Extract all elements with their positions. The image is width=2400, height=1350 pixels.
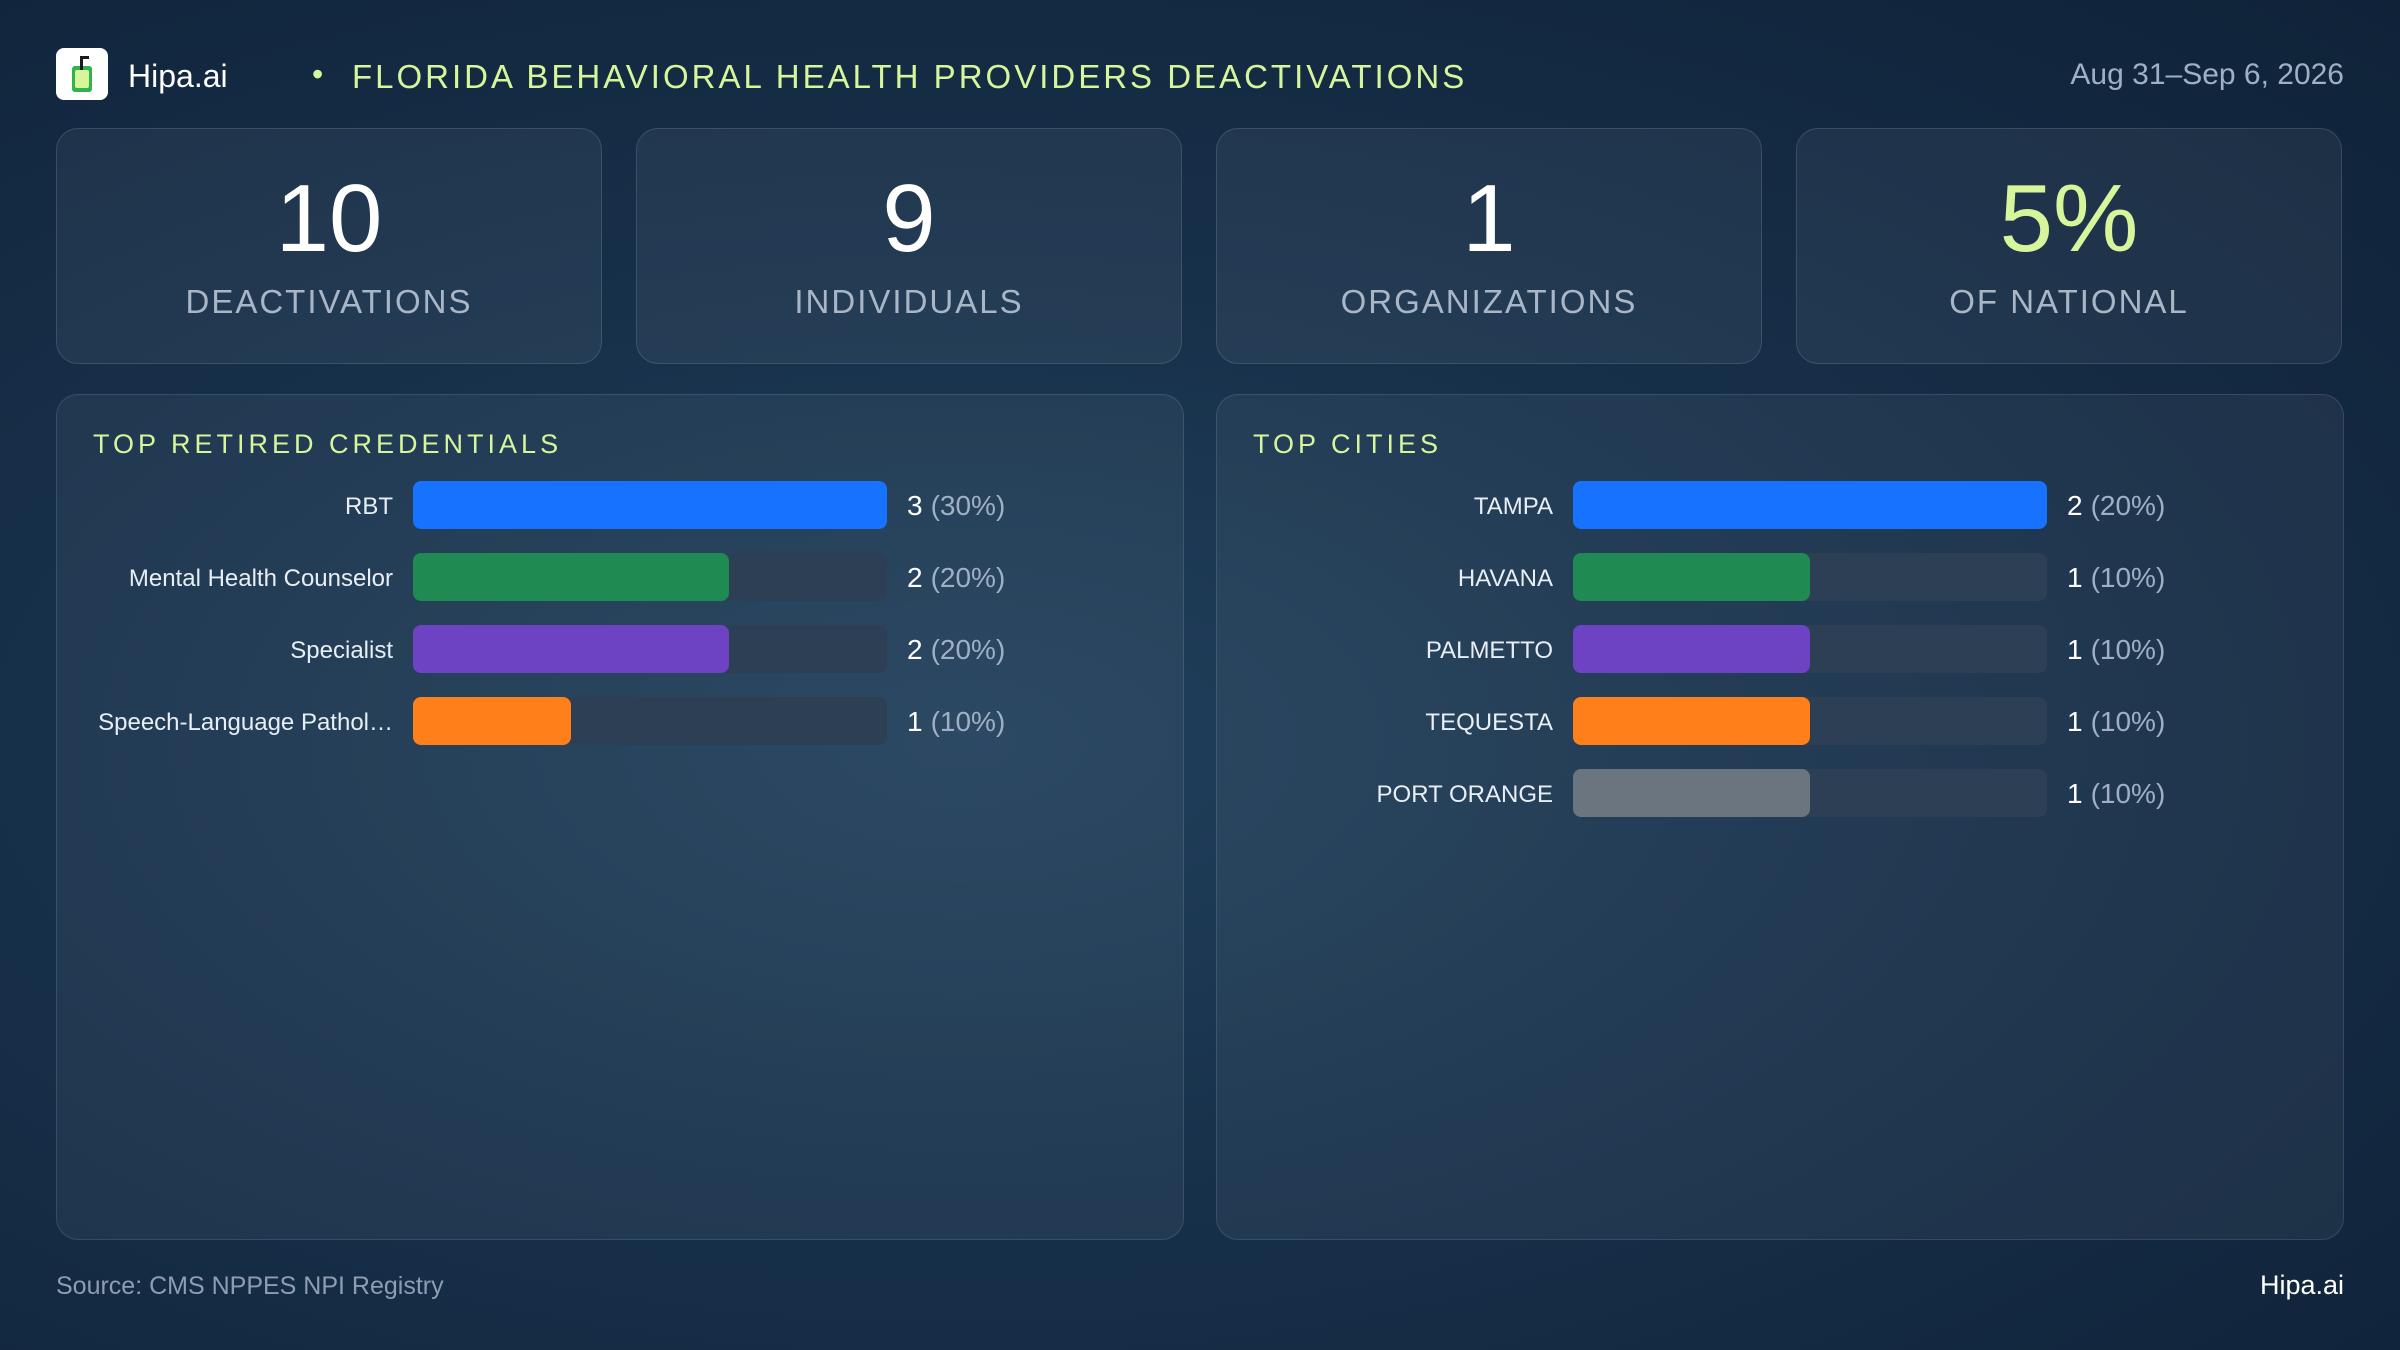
header: Hipa.ai • FLORIDA BEHAVIORAL HEALTH PROV… bbox=[56, 46, 2344, 102]
kpi-value: 9 bbox=[882, 165, 936, 272]
kpi-card-deactivations: 10 DEACTIVATIONS bbox=[56, 128, 602, 364]
category-label: Specialist bbox=[290, 637, 393, 664]
value-label: 2 (20%) bbox=[2067, 490, 2165, 521]
value-label: 1 (10%) bbox=[2067, 634, 2165, 665]
bar bbox=[413, 553, 729, 601]
bar bbox=[1573, 769, 1810, 817]
kpi-label: INDIVIDUALS bbox=[794, 283, 1024, 320]
panel-title: TOP CITIES bbox=[1253, 429, 1443, 459]
kpi-value: 10 bbox=[275, 165, 383, 272]
value-label: 1 (10%) bbox=[2067, 706, 2165, 737]
value-label: 2 (20%) bbox=[907, 562, 1005, 593]
title-separator: • bbox=[312, 56, 324, 92]
value-label: 1 (10%) bbox=[2067, 562, 2165, 593]
page-title: FLORIDA BEHAVIORAL HEALTH PROVIDERS DEAC… bbox=[352, 58, 1468, 95]
cities-bar-chart: TAMPA 2 (20%) HAVANA 1 (10%) PALMETTO 1 (10%) TEQ… bbox=[1377, 481, 2165, 817]
bar bbox=[413, 625, 729, 673]
bar bbox=[1573, 553, 1810, 601]
category-label: PALMETTO bbox=[1426, 637, 1553, 664]
drink-cup-icon bbox=[56, 48, 108, 100]
cities-panel: TOP CITIES TAMPA 2 (20%) HAVANA 1 (10%) PALMET… bbox=[1216, 394, 2344, 1240]
category-label: PORT ORANGE bbox=[1377, 781, 1553, 808]
bar bbox=[1573, 697, 1810, 745]
date-range: Aug 31–Sep 6, 2026 bbox=[2070, 58, 2344, 91]
panel-title: TOP RETIRED CREDENTIALS bbox=[93, 429, 563, 459]
kpi-label: DEACTIVATIONS bbox=[185, 283, 473, 320]
bar bbox=[1573, 481, 2047, 529]
bar bbox=[1573, 625, 1810, 673]
kpi-card-national-share: 5% OF NATIONAL bbox=[1796, 128, 2342, 364]
kpi-value: 5% bbox=[1999, 165, 2139, 272]
source-note: Source: CMS NPPES NPI Registry bbox=[56, 1272, 444, 1300]
credentials-bar-chart: RBT 3 (30%) Mental Health Counselor 2 (20%) Sp… bbox=[98, 481, 1005, 745]
kpi-card-individuals: 9 INDIVIDUALS bbox=[636, 128, 1182, 364]
category-label: TAMPA bbox=[1474, 493, 1553, 520]
kpi-card-organizations: 1 ORGANIZATIONS bbox=[1216, 128, 1762, 364]
value-label: 1 (10%) bbox=[2067, 778, 2165, 809]
value-label: 3 (30%) bbox=[907, 490, 1005, 521]
kpi-value: 1 bbox=[1462, 165, 1516, 272]
credentials-panel: TOP RETIRED CREDENTIALS RBT 3 (30%) Mental … bbox=[56, 394, 1184, 1240]
value-label: 1 (10%) bbox=[907, 706, 1005, 737]
bar bbox=[413, 697, 571, 745]
kpi-label: ORGANIZATIONS bbox=[1340, 283, 1638, 320]
category-label: Speech-Language Pathol… bbox=[98, 709, 393, 736]
category-label: RBT bbox=[345, 493, 393, 520]
kpi-label: OF NATIONAL bbox=[1949, 283, 2189, 320]
brand-name: Hipa.ai bbox=[128, 58, 228, 94]
footer-brand: Hipa.ai bbox=[2259, 1270, 2344, 1300]
category-label: HAVANA bbox=[1458, 565, 1553, 592]
category-label: TEQUESTA bbox=[1425, 709, 1553, 736]
category-label: Mental Health Counselor bbox=[129, 565, 393, 592]
value-label: 2 (20%) bbox=[907, 634, 1005, 665]
bar bbox=[413, 481, 887, 529]
